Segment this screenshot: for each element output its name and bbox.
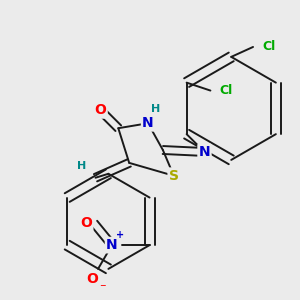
Text: ⁻: ⁻ xyxy=(99,282,105,295)
Text: O: O xyxy=(80,216,92,230)
Text: Cl: Cl xyxy=(220,84,233,97)
Text: +: + xyxy=(116,230,124,240)
Text: H: H xyxy=(151,104,160,114)
Text: N: N xyxy=(106,238,118,252)
Text: Cl: Cl xyxy=(262,40,275,53)
Text: H: H xyxy=(77,161,86,171)
Text: O: O xyxy=(94,103,106,117)
Text: N: N xyxy=(199,145,210,159)
Text: S: S xyxy=(169,169,179,183)
Text: O: O xyxy=(86,272,98,286)
Text: N: N xyxy=(142,116,154,130)
